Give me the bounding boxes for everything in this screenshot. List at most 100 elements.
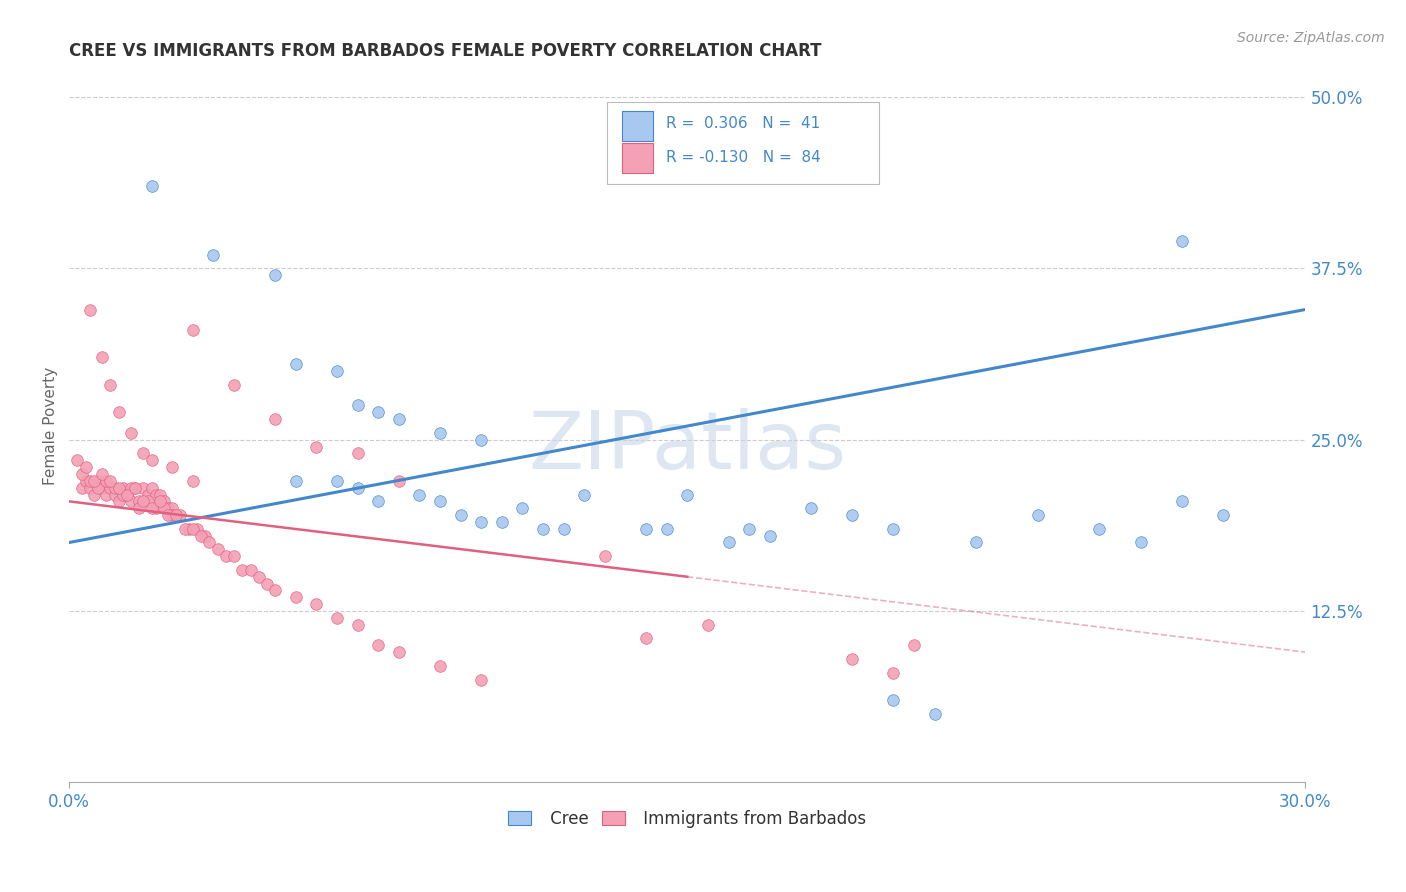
Point [141,481,163,495]
Point [367,405,389,419]
Point [157,501,180,516]
Point [96,487,118,501]
Point [145,487,167,501]
Point [574,487,596,501]
Point [305,440,328,454]
Point [66,453,89,467]
Point [132,481,155,495]
Point [1171,234,1194,248]
Point [162,501,184,516]
Point [346,481,368,495]
Point [429,494,451,508]
Point [91,481,114,495]
Point [149,494,172,508]
Point [165,508,187,522]
Point [107,481,129,495]
Point [181,323,204,337]
Point [882,665,904,680]
Point [70,481,93,495]
Point [284,591,307,605]
Point [115,487,138,501]
Point [128,501,150,516]
Point [717,535,740,549]
Point [111,481,134,495]
FancyBboxPatch shape [621,143,652,173]
Point [202,248,225,262]
Point [284,474,307,488]
Point [882,522,904,536]
Point [75,474,97,488]
Text: Source: ZipAtlas.com: Source: ZipAtlas.com [1237,31,1385,45]
Point [264,412,287,426]
Point [470,515,492,529]
Point [107,405,129,419]
Point [215,549,238,564]
Point [198,535,221,549]
Point [162,460,184,475]
Point [173,522,195,536]
Point [239,563,262,577]
Point [169,508,191,522]
Point [136,494,159,508]
Point [388,645,411,659]
Point [758,529,780,543]
Point [153,501,176,516]
Point [91,351,114,365]
Point [256,576,278,591]
Point [141,453,163,467]
Point [177,522,200,536]
FancyBboxPatch shape [621,111,652,141]
Point [120,425,142,440]
Point [738,522,761,536]
Point [429,658,451,673]
Point [1026,508,1049,522]
Point [124,481,146,495]
Point [153,494,176,508]
Point [676,487,699,501]
Point [132,446,155,460]
Point [882,693,904,707]
Point [367,494,389,508]
Point [305,597,328,611]
Point [141,179,163,194]
Point [222,549,245,564]
Point [326,611,349,625]
Point [96,474,118,488]
Point [103,487,125,501]
Point [83,474,105,488]
Point [450,508,472,522]
Point [655,522,678,536]
FancyBboxPatch shape [607,102,879,184]
Point [1129,535,1152,549]
Point [346,399,368,413]
Point [284,357,307,371]
Point [512,501,534,516]
Point [207,542,229,557]
Point [429,425,451,440]
Point [162,508,184,522]
Point [1171,494,1194,508]
Point [326,364,349,378]
Text: ZIPatlas: ZIPatlas [529,409,846,486]
Point [367,638,389,652]
Point [190,529,212,543]
Point [181,522,204,536]
Point [388,412,411,426]
Point [231,563,253,577]
Point [100,481,122,495]
Point [346,446,368,460]
Point [91,467,114,481]
Point [186,522,208,536]
Legend:  Cree,  Immigrants from Barbados: Cree, Immigrants from Barbados [502,804,873,835]
Text: R = -0.130   N =  84: R = -0.130 N = 84 [666,150,821,165]
Point [222,377,245,392]
Point [79,302,101,317]
Point [136,487,159,501]
Point [100,377,122,392]
Point [70,467,93,481]
Point [247,570,270,584]
Point [531,522,554,536]
Point [115,487,138,501]
Point [326,474,349,488]
Point [120,494,142,508]
